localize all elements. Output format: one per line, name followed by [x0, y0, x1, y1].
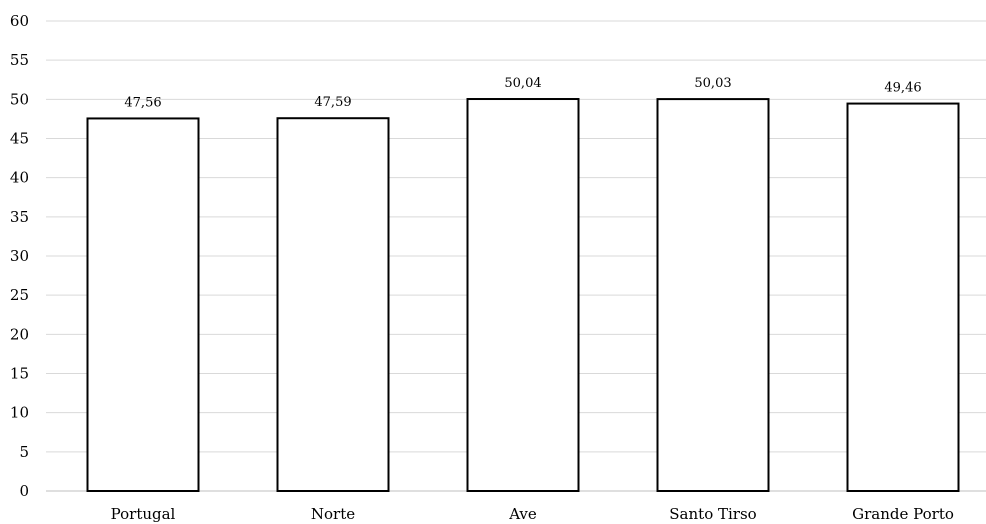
y-tick-label: 0 — [19, 482, 29, 500]
data-label: 47,59 — [314, 95, 351, 110]
y-tick-label: 20 — [10, 325, 29, 343]
y-tick-label: 40 — [10, 169, 29, 187]
x-tick-label: Santo Tirso — [669, 505, 756, 523]
y-tick-label: 10 — [10, 404, 29, 422]
y-tick-label: 60 — [10, 12, 29, 30]
y-tick-label: 30 — [10, 247, 29, 265]
data-labels: 47,56 47,59 50,04 50,03 49,46 — [124, 76, 921, 110]
bar — [276, 117, 390, 492]
x-tick-label: Grande Porto — [852, 505, 954, 523]
data-label: 47,56 — [124, 95, 161, 110]
y-axis-tick-labels: 0 5 10 15 20 25 30 35 40 45 50 55 60 — [10, 12, 29, 500]
bar — [846, 102, 960, 493]
data-label: 50,03 — [694, 76, 731, 91]
x-axis-category-labels: Portugal Norte Ave Santo Tirso Grande Porto — [111, 505, 954, 523]
bars — [86, 98, 960, 493]
y-tick-label: 25 — [10, 286, 29, 304]
y-tick-label: 45 — [10, 130, 29, 148]
x-tick-label: Norte — [311, 505, 355, 523]
y-tick-label: 35 — [10, 208, 29, 226]
y-tick-label: 5 — [19, 443, 29, 461]
bar — [466, 98, 580, 493]
data-label: 50,04 — [504, 76, 541, 91]
x-tick-label: Ave — [508, 505, 537, 523]
y-tick-label: 15 — [10, 365, 29, 383]
y-tick-label: 55 — [10, 51, 29, 69]
bar — [656, 98, 770, 493]
y-tick-label: 50 — [10, 90, 29, 108]
bar — [86, 117, 200, 493]
x-tick-label: Portugal — [111, 505, 176, 523]
data-label: 49,46 — [884, 81, 921, 96]
